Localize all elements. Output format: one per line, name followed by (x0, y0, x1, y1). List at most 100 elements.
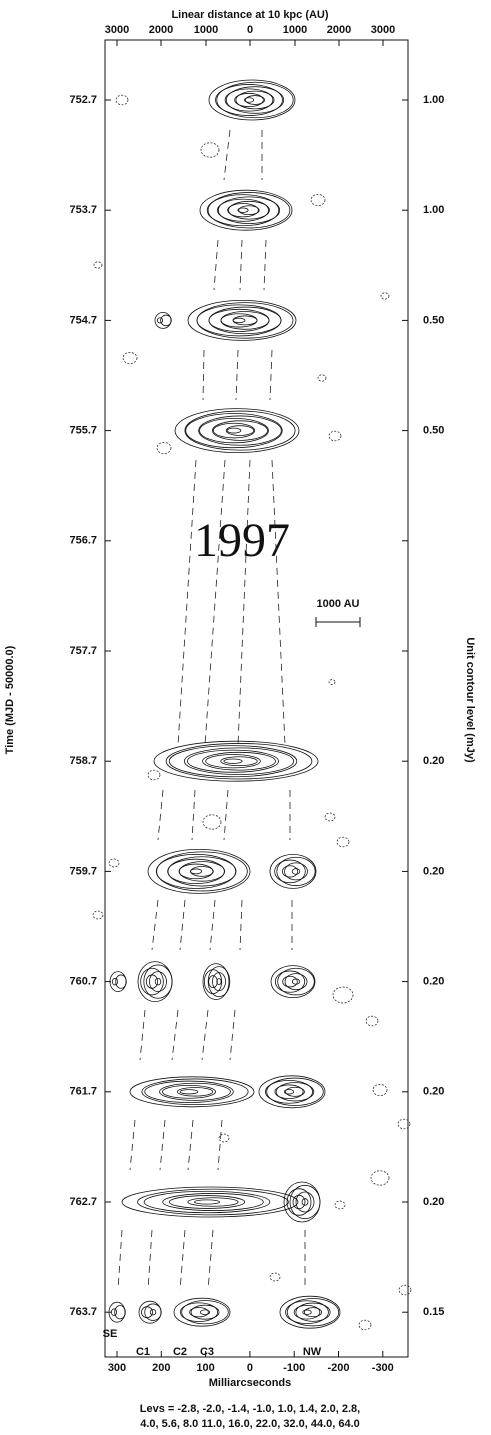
right-tick-label: 0.20 (423, 1196, 444, 1208)
top-tick-label: 3000 (105, 24, 129, 36)
contour (157, 318, 162, 323)
tracking-line (118, 1230, 122, 1290)
contour (145, 1081, 234, 1102)
noise-contour (93, 911, 103, 919)
contour-maps (93, 80, 411, 1330)
tracking-line (224, 130, 230, 180)
contour (292, 869, 300, 875)
bottom-tick-label: 100 (196, 1362, 214, 1374)
tracking-line (202, 1010, 208, 1060)
noise-contour (109, 859, 119, 867)
contour (190, 1308, 209, 1317)
tracking-line (172, 1010, 178, 1060)
tracking-line (272, 460, 285, 745)
noise-contour (329, 680, 335, 685)
contour (138, 1189, 289, 1215)
contour (224, 759, 242, 763)
contour (233, 318, 245, 322)
contour (293, 1195, 305, 1208)
tracking-line (218, 1120, 222, 1170)
contour (292, 979, 299, 984)
left-tick-label: 755.7 (69, 425, 97, 437)
left-tick-label: 761.7 (69, 1086, 97, 1098)
scale-bar (316, 617, 360, 627)
left-tick-label: 759.7 (69, 865, 97, 877)
contour (235, 93, 264, 106)
tracking-line (140, 1010, 145, 1060)
contour (150, 1309, 156, 1315)
contour (179, 864, 213, 879)
contour (286, 1087, 305, 1096)
right-tick-label: 0.20 (423, 865, 444, 877)
contour (204, 970, 221, 994)
contour (200, 190, 292, 230)
noise-contour (329, 431, 341, 441)
levels-text: Levs = -2.8, -2.0, -1.4, -1.0, 1.0, 1.4,… (140, 1403, 360, 1415)
contour (166, 743, 312, 779)
right-tick-label: 0.20 (423, 755, 444, 767)
contour (275, 1085, 303, 1099)
contour (217, 199, 268, 221)
tracking-line (130, 1120, 135, 1170)
tracking-line (240, 900, 242, 950)
noise-contour (333, 987, 353, 1003)
plot-frame (105, 40, 408, 1357)
component-label: NW (303, 1346, 322, 1358)
left-axis-title: Time (MJD - 50000.0) (4, 645, 16, 754)
noise-contour (373, 1084, 387, 1095)
left-tick-label: 753.7 (69, 204, 97, 216)
contour (206, 755, 261, 768)
component-label: C2 (173, 1346, 187, 1358)
noise-contour (318, 375, 326, 381)
tracking-line (264, 240, 266, 290)
scale-bar-label: 1000 AU (316, 598, 359, 610)
contour (177, 1088, 212, 1097)
noise-contour (311, 194, 325, 205)
contour (168, 859, 225, 883)
tracking-line (214, 240, 218, 290)
contour (209, 309, 269, 331)
left-tick-label: 757.7 (69, 645, 97, 657)
noise-contour (337, 837, 349, 847)
contour (245, 96, 264, 105)
tracking-line (240, 240, 242, 290)
noise-contour (335, 1201, 345, 1209)
contour (112, 978, 117, 985)
top-tick-label: 2000 (327, 24, 351, 36)
top-tick-label: 0 (247, 24, 253, 36)
tracking-line (160, 1120, 165, 1170)
right-axis-title: Unit contour level (mJy) (464, 637, 476, 763)
contour (185, 411, 295, 450)
bottom-tick-label: -100 (283, 1362, 305, 1374)
contour (175, 409, 299, 453)
noise-contour (148, 770, 160, 780)
contour (303, 1310, 312, 1315)
bottom-tick-label: 300 (108, 1362, 126, 1374)
noise-contour (116, 95, 128, 105)
noise-contour (123, 352, 137, 363)
tracking-line (152, 900, 158, 950)
bottom-tick-label: 0 (247, 1362, 253, 1374)
noise-contour (270, 1273, 280, 1281)
tracking-line (178, 460, 196, 745)
tracking-line (188, 1120, 193, 1170)
right-tick-label: 0.20 (423, 976, 444, 988)
figure: Linear distance at 10 kpc (AU) Milliarcs… (0, 0, 491, 1435)
left-tick-label: 756.7 (69, 535, 97, 547)
contour (239, 206, 259, 215)
bottom-tick-label: 200 (152, 1362, 170, 1374)
contour (208, 967, 230, 997)
tracking-line (205, 460, 225, 745)
contour (238, 208, 248, 212)
left-tick-label: 763.7 (69, 1306, 97, 1318)
right-tick-label: 1.00 (423, 204, 444, 216)
contour (148, 849, 250, 893)
tracking-line (158, 790, 163, 840)
contour (146, 975, 157, 988)
contour (187, 750, 278, 772)
contour (142, 1307, 153, 1318)
bottom-axis-title: Milliarcseconds (209, 1377, 292, 1389)
tracking-line (208, 1230, 213, 1290)
levels-text: 4.0, 5.6, 8.0 11.0, 16.0, 22.0, 32.0, 44… (140, 1418, 360, 1430)
noise-contour (359, 1320, 371, 1330)
